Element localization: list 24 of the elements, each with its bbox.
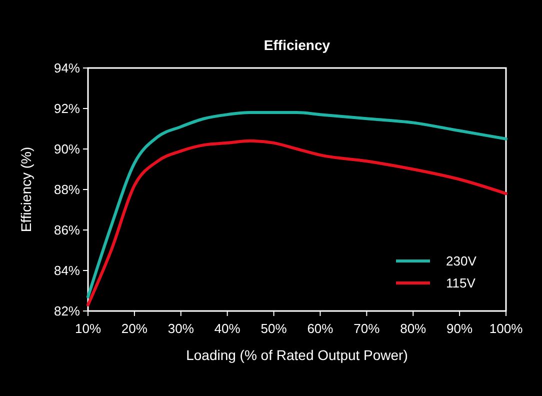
y-axis-title: Efficiency (%) — [18, 146, 34, 232]
x-tick-label: 80% — [400, 321, 427, 336]
line-series — [86, 139, 508, 306]
x-tick-label: 90% — [446, 321, 473, 336]
y-tick-label: 86% — [54, 222, 80, 238]
x-tick-label: 30% — [168, 321, 194, 336]
y-tick-label: 82% — [54, 304, 80, 319]
x-tick-label: 70% — [354, 321, 380, 336]
y-tick-label: 94% — [54, 60, 80, 76]
x-tick-label: 50% — [260, 321, 288, 336]
x-tick-label: 20% — [121, 321, 148, 336]
x-axis-title: Loading (% of Rated Output Power) — [186, 347, 408, 363]
chart-title: Efficiency — [264, 37, 330, 53]
y-tick-label: 88% — [54, 182, 80, 198]
legend-label: 115V — [446, 276, 476, 291]
x-tick-label: 10% — [74, 321, 102, 336]
x-tick-label: 60% — [307, 321, 334, 336]
y-tick-label: 90% — [54, 142, 80, 157]
y-tick-label: 92% — [54, 101, 80, 116]
legend-label: 230V — [446, 254, 477, 269]
y-tick-label: 84% — [54, 263, 80, 278]
x-tick-label: 40% — [214, 321, 241, 336]
line-series — [86, 111, 508, 298]
x-tick-label: 100% — [489, 321, 524, 336]
